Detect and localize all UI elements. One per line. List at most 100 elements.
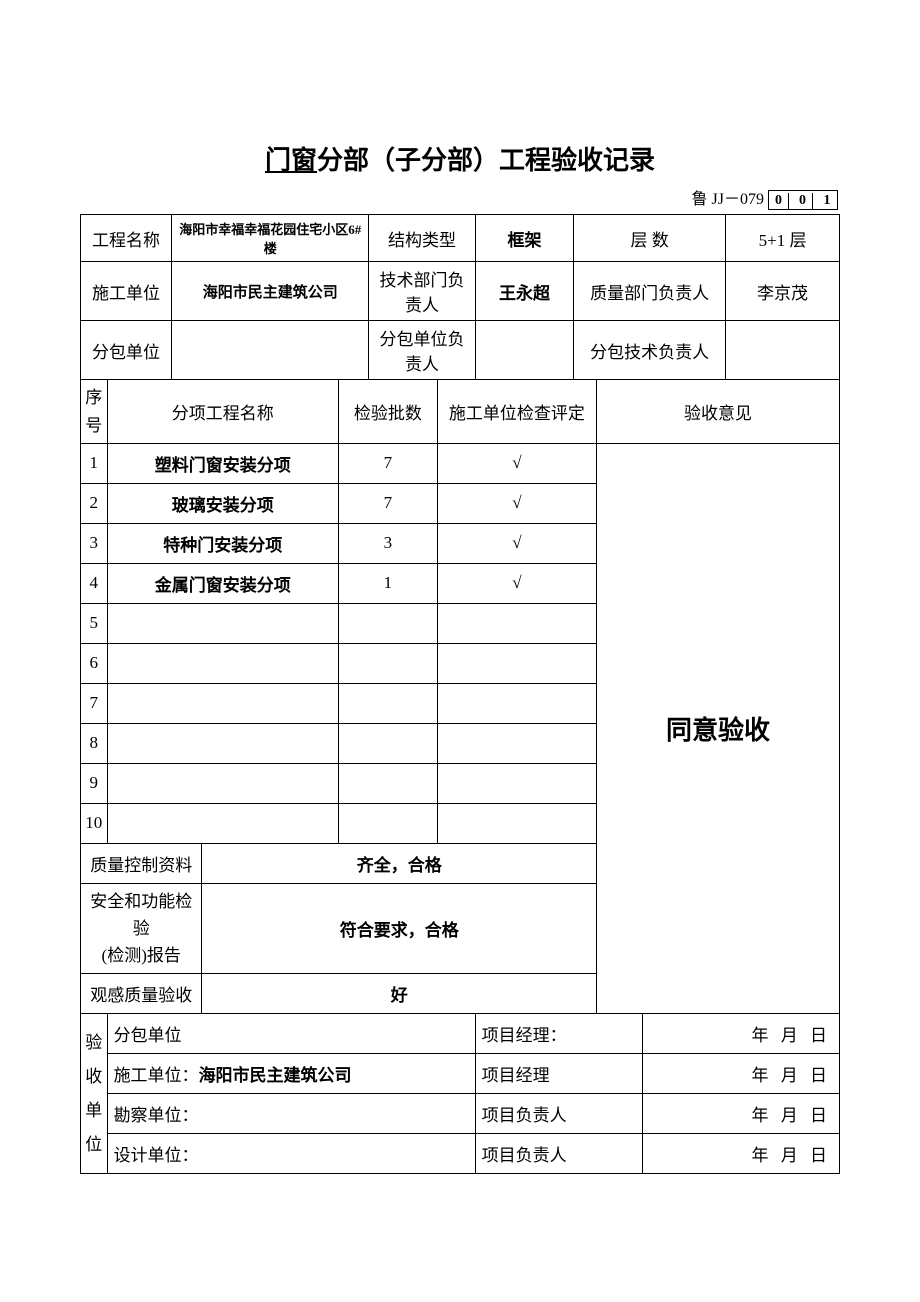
sign-role: 项目负责人 <box>475 1094 642 1134</box>
cell-seq: 4 <box>81 563 108 603</box>
cell-batch <box>339 683 438 723</box>
sign-row: 设计单位： 项目负责人 年 月 日 <box>81 1134 840 1174</box>
cell-batch: 7 <box>339 443 438 483</box>
sign-role: 项目负责人 <box>475 1134 642 1174</box>
cell-name: 金属门窗安装分项 <box>107 563 338 603</box>
sign-label: 施工单位： <box>114 1066 199 1085</box>
sign-row: 验收单位 分包单位 项目经理： 年 月 日 <box>81 1014 840 1054</box>
cell-eval <box>437 603 596 643</box>
cell-batch <box>339 643 438 683</box>
col-eval: 施工单位检查评定 <box>437 380 596 443</box>
cell-name <box>107 643 338 683</box>
lbl-quality-lead: 质量部门负责人 <box>574 262 726 321</box>
sign-row: 勘察单位： 项目负责人 年 月 日 <box>81 1094 840 1134</box>
sign-unit: 施工单位：海阳市民主建筑公司 <box>107 1054 475 1094</box>
doc-num-boxes: 0 0 1 <box>768 190 838 210</box>
sign-date: 年 月 日 <box>642 1014 839 1054</box>
doc-num-digit: 1 <box>817 193 837 209</box>
col-opinion: 验收意见 <box>597 380 840 443</box>
cell-eval: √ <box>437 563 596 603</box>
cell-seq: 6 <box>81 643 108 683</box>
title-rest: 分部（子分部）工程验收记录 <box>317 146 655 175</box>
sign-label: 分包单位 <box>114 1026 182 1045</box>
cell-batch: 3 <box>339 523 438 563</box>
val-sub-tech-lead <box>726 321 840 380</box>
sign-value: 海阳市民主建筑公司 <box>199 1066 352 1085</box>
cell-name <box>107 683 338 723</box>
cell-seq: 3 <box>81 523 108 563</box>
main-table: 工程名称 海阳市幸福幸福花园住宅小区6#楼 结构类型 框架 层 数 5+1 层 … <box>80 214 840 1174</box>
cell-eval: √ <box>437 443 596 483</box>
sign-unit: 分包单位 <box>107 1014 475 1054</box>
lbl-visual: 观感质量验收 <box>81 974 202 1014</box>
cell-eval <box>437 643 596 683</box>
cell-eval: √ <box>437 483 596 523</box>
lbl-safety: 安全和功能检验 (检测)报告 <box>81 883 202 974</box>
val-tech-lead: 王永超 <box>475 262 574 321</box>
cell-name <box>107 763 338 803</box>
cell-batch <box>339 763 438 803</box>
cell-eval: √ <box>437 523 596 563</box>
cell-eval <box>437 803 596 843</box>
val-safety: 符合要求，合格 <box>202 883 597 974</box>
val-visual: 好 <box>202 974 597 1014</box>
title-underline: 门窗 <box>265 146 317 175</box>
sign-label: 设计单位： <box>114 1146 199 1165</box>
lbl-safety-l2: (检测)报告 <box>102 946 181 965</box>
val-sub-lead <box>475 321 574 380</box>
sign-role: 项目经理 <box>475 1054 642 1094</box>
cell-name <box>107 803 338 843</box>
lbl-project-name: 工程名称 <box>81 215 172 262</box>
cell-batch <box>339 603 438 643</box>
page-title: 门窗分部（子分部）工程验收记录 <box>80 140 840 177</box>
cell-seq: 10 <box>81 803 108 843</box>
col-item-name: 分项工程名称 <box>107 380 338 443</box>
cell-name: 塑料门窗安装分项 <box>107 443 338 483</box>
lbl-safety-l1: 安全和功能检验 <box>90 892 192 938</box>
val-quality-lead: 李京茂 <box>726 262 840 321</box>
cell-seq: 7 <box>81 683 108 723</box>
col-batch: 检验批数 <box>339 380 438 443</box>
cell-seq: 1 <box>81 443 108 483</box>
col-seq: 序号 <box>81 380 108 443</box>
cell-seq: 5 <box>81 603 108 643</box>
doc-num-digit: 0 <box>793 193 813 209</box>
cell-name: 玻璃安装分项 <box>107 483 338 523</box>
cell-name <box>107 723 338 763</box>
cell-seq: 9 <box>81 763 108 803</box>
sign-unit: 设计单位： <box>107 1134 475 1174</box>
cell-name <box>107 603 338 643</box>
lbl-structure-type: 结构类型 <box>369 215 475 262</box>
cell-batch: 7 <box>339 483 438 523</box>
sign-date: 年 月 日 <box>642 1054 839 1094</box>
cell-batch: 1 <box>339 563 438 603</box>
val-qc: 齐全，合格 <box>202 843 597 883</box>
lbl-tech-lead: 技术部门负责人 <box>369 262 475 321</box>
lbl-subcontractor: 分包单位 <box>81 321 172 380</box>
lbl-sub-tech-lead: 分包技术负责人 <box>574 321 726 380</box>
sign-unit: 勘察单位： <box>107 1094 475 1134</box>
val-construction-unit: 海阳市民主建筑公司 <box>172 262 369 321</box>
sign-row: 施工单位：海阳市民主建筑公司 项目经理 年 月 日 <box>81 1054 840 1094</box>
lbl-construction-unit: 施工单位 <box>81 262 172 321</box>
cell-batch <box>339 803 438 843</box>
doc-num-digit: 0 <box>769 193 789 209</box>
val-structure-type: 框架 <box>475 215 574 262</box>
lbl-qc: 质量控制资料 <box>81 843 202 883</box>
doc-number-row: 鲁 JJ－079 0 0 1 <box>80 185 840 210</box>
sign-group: 验收单位 <box>81 1014 108 1174</box>
sign-date: 年 月 日 <box>642 1094 839 1134</box>
doc-code: 鲁 JJ－079 <box>692 191 764 208</box>
cell-seq: 8 <box>81 723 108 763</box>
opinion-cell: 同意验收 <box>597 443 840 1014</box>
sign-label: 勘察单位： <box>114 1106 199 1125</box>
cell-name: 特种门安装分项 <box>107 523 338 563</box>
val-floors: 5+1 层 <box>726 215 840 262</box>
cell-eval <box>437 763 596 803</box>
sign-role: 项目经理： <box>475 1014 642 1054</box>
cell-batch <box>339 723 438 763</box>
lbl-floors: 层 数 <box>574 215 726 262</box>
cell-eval <box>437 723 596 763</box>
lbl-sub-lead: 分包单位负责人 <box>369 321 475 380</box>
cell-eval <box>437 683 596 723</box>
